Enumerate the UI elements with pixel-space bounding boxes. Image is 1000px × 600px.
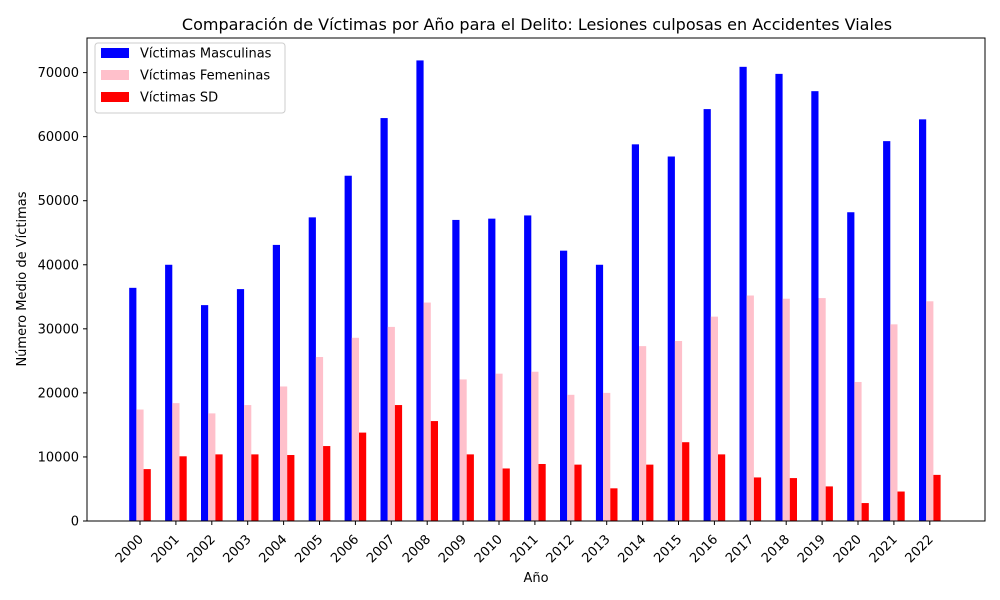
y-tick-label: 60000 — [38, 130, 79, 145]
bar-female-2005 — [315, 357, 324, 521]
bar-male-2021 — [883, 141, 891, 521]
legend-swatch — [101, 48, 129, 58]
bar-sd-2008 — [430, 421, 438, 521]
bar-female-2020 — [854, 381, 862, 521]
y-tick-label: 70000 — [38, 66, 79, 81]
bar-sd-2012 — [574, 464, 582, 521]
legend-box — [94, 42, 286, 114]
bar-female-2015 — [674, 341, 683, 521]
bar-male-2012 — [560, 250, 568, 522]
bar-sd-2019 — [825, 486, 833, 521]
plot-frame — [86, 37, 986, 522]
bar-sd-2015 — [682, 442, 690, 521]
y-tick-label: 30000 — [38, 322, 79, 337]
y-tick-label: 50000 — [38, 194, 79, 209]
bar-sd-2010 — [502, 468, 510, 521]
bar-female-2016 — [710, 316, 718, 521]
bar-female-2007 — [387, 326, 395, 521]
bar-male-2003 — [236, 289, 245, 521]
bar-male-2015 — [667, 156, 675, 521]
bar-female-2017 — [746, 295, 754, 521]
bar-male-2005 — [308, 217, 316, 522]
bar-male-2017 — [739, 66, 747, 521]
bar-female-2002 — [208, 413, 216, 521]
bar-sd-2000 — [143, 469, 151, 521]
legend-label: Víctimas SD — [140, 91, 218, 106]
x-axis-label: Año — [523, 571, 548, 586]
bar-sd-2014 — [646, 464, 654, 521]
bar-sd-2002 — [215, 454, 223, 521]
legend-swatch — [101, 70, 129, 80]
bar-male-2000 — [129, 287, 137, 521]
bar-sd-2003 — [251, 454, 259, 521]
y-axis: 0 10000 20000 30000 40000 50000 60000 70000 — [38, 66, 87, 530]
bar-sd-2021 — [897, 491, 905, 521]
bars-group — [129, 60, 941, 522]
bar-female-2003 — [244, 405, 252, 521]
bar-sd-2009 — [466, 454, 474, 521]
bar-sd-2018 — [789, 478, 797, 521]
bar-female-2012 — [567, 394, 575, 521]
bar-female-2014 — [639, 346, 647, 521]
bar-sd-2022 — [933, 474, 941, 521]
bar-sd-2004 — [287, 455, 295, 521]
bar-male-2001 — [165, 264, 173, 521]
bar-female-2000 — [136, 409, 144, 521]
bar-female-2010 — [495, 373, 503, 521]
y-tick-label: 0 — [71, 515, 79, 530]
bar-female-2008 — [423, 302, 431, 521]
bar-male-2016 — [703, 109, 711, 521]
y-tick-label: 20000 — [38, 386, 79, 401]
legend-label: Víctimas Femeninas — [140, 69, 270, 84]
bar-female-2004 — [280, 386, 288, 521]
bar-male-2022 — [919, 119, 927, 521]
legend-swatch — [101, 92, 129, 102]
bar-male-2002 — [201, 305, 209, 521]
legend: Víctimas Masculinas Víctimas Femeninas Víc… — [94, 42, 286, 114]
bar-female-2018 — [782, 298, 790, 521]
bar-male-2014 — [631, 144, 639, 521]
bar-sd-2005 — [323, 446, 331, 521]
bar-female-2021 — [890, 324, 898, 521]
bar-male-2011 — [524, 215, 532, 521]
bar-male-2004 — [272, 244, 280, 521]
bar-male-2013 — [595, 264, 604, 521]
y-tick-label: 40000 — [38, 258, 79, 273]
bar-sd-2016 — [718, 454, 726, 521]
bar-female-2006 — [351, 337, 359, 521]
bar-sd-2020 — [861, 503, 869, 521]
bar-female-2022 — [926, 301, 934, 521]
bar-sd-2017 — [753, 477, 762, 521]
bar-male-2009 — [452, 219, 460, 521]
y-axis-label: Número Medio de Víctimas — [15, 191, 30, 366]
y-tick-label: 10000 — [38, 450, 79, 465]
bar-female-2001 — [172, 403, 180, 521]
bar-male-2010 — [488, 218, 496, 521]
bar-female-2009 — [459, 379, 467, 521]
bar-male-2008 — [416, 60, 424, 522]
bar-sd-2007 — [394, 405, 403, 521]
legend-label: Víctimas Masculinas — [140, 47, 272, 62]
bar-male-2020 — [847, 212, 855, 522]
bar-sd-2013 — [610, 488, 618, 521]
bar-female-2011 — [531, 371, 539, 521]
bar-sd-2001 — [179, 456, 187, 521]
bar-female-2019 — [818, 298, 826, 521]
bar-male-2006 — [344, 175, 352, 522]
bar-sd-2011 — [538, 463, 546, 521]
bar-male-2019 — [811, 91, 819, 522]
chart-title: Comparación de Víctimas por Año para el … — [182, 15, 892, 34]
bar-sd-2006 — [359, 432, 367, 521]
bar-male-2007 — [380, 118, 388, 521]
bar-female-2013 — [603, 392, 611, 521]
bar-male-2018 — [775, 73, 783, 522]
